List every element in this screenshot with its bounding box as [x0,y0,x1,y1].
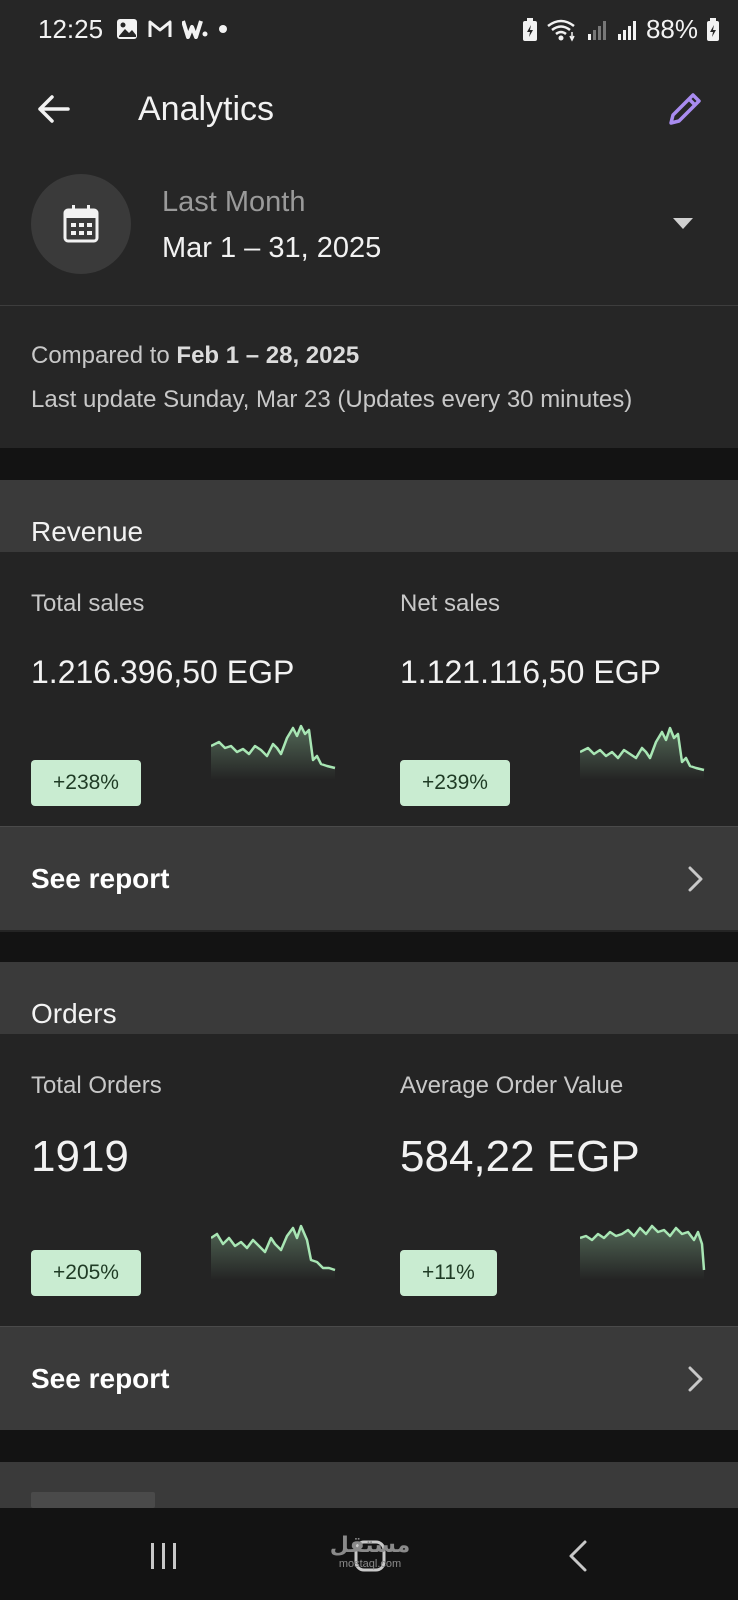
gmail-icon [148,20,172,37]
change-badge: +11% [400,1250,497,1296]
metric-value: 1.121.116,50 EGP [400,654,661,690]
back-button[interactable] [30,86,76,132]
total-sales-metric: Total sales 1.216.396,50 EGP +238% [31,590,371,806]
change-badge: +205% [31,1250,141,1296]
metric-value: 1.216.396,50 EGP [31,654,295,690]
metric-label: Average Order Value [400,1072,624,1099]
pencil-icon [669,93,701,125]
compared-to-text: Compared to Feb 1 – 28, 2025 [31,342,359,370]
watermark-url: mostaql.com [338,1558,402,1570]
page-title: Analytics [138,90,275,128]
signal-icon [587,20,606,40]
arrow-left-icon [38,95,70,123]
recents-icon [151,1543,176,1569]
see-report-label: See report [31,863,170,894]
w-app-icon [182,20,208,39]
dropdown-button[interactable] [668,214,698,234]
next-card-partial [0,1462,738,1508]
calendar-icon-container [31,174,131,274]
watermark-logo: مستقل mostaql.com [320,1532,420,1570]
status-system-icons: 88% [522,14,720,45]
nav-back-button[interactable] [548,1536,608,1576]
date-range-label: Last Month [162,186,306,218]
home-icon [354,1540,386,1572]
status-notification-icons [116,18,228,40]
app-bar: Analytics [0,60,738,158]
battery-icon [707,17,719,41]
revenue-card-header: Revenue [0,480,738,552]
metric-value: 584,22 EGP [400,1132,640,1181]
loading-placeholder [31,1492,155,1508]
orders-card-header: Orders [0,962,738,1034]
metric-label: Total sales [31,590,145,617]
home-button[interactable] [340,1536,400,1576]
chevron-right-icon [684,1365,708,1393]
orders-see-report-button[interactable]: See report [0,1326,738,1430]
total-orders-metric: Total Orders 1919 +205% [31,1072,371,1296]
metric-label: Total Orders [31,1072,162,1099]
metric-label: Net sales [400,590,501,617]
see-report-label: See report [31,1363,170,1394]
average-order-value-metric: Average Order Value 584,22 EGP +11% [400,1072,738,1296]
calendar-icon [63,205,99,243]
status-bar: 12:25 88% [0,0,738,60]
dot-icon [219,25,227,33]
compared-to-prefix: Compared to [31,342,177,369]
total-sales-sparkline [211,724,336,780]
aov-sparkline [580,1224,706,1280]
back-chevron-icon [569,1540,587,1572]
comparison-info: Compared to Feb 1 – 28, 2025 Last update… [0,306,738,448]
chevron-right-icon [684,865,708,893]
compared-to-range: Feb 1 – 28, 2025 [176,342,360,369]
revenue-see-report-button[interactable]: See report [0,826,738,930]
orders-card-title: Orders [31,998,117,1029]
watermark-text: مستقل [329,1532,411,1557]
net-sales-sparkline [580,726,705,780]
signal-icon [617,20,636,40]
battery-percent: 88% [645,14,698,44]
last-update-text: Last update Sunday, Mar 23 (Updates ever… [31,386,633,413]
edit-button[interactable] [662,86,708,132]
recents-button[interactable] [134,1536,194,1576]
change-badge: +238% [31,760,141,806]
date-range-selector[interactable]: Last Month Mar 1 – 31, 2025 [0,158,738,306]
gallery-icon [117,19,137,39]
caret-down-icon [673,218,693,229]
date-range-value: Mar 1 – 31, 2025 [162,232,382,264]
wifi-icon [547,19,575,42]
change-badge: +239% [400,760,510,806]
total-orders-sparkline [211,1224,336,1280]
revenue-card-title: Revenue [31,516,144,547]
net-sales-metric: Net sales 1.121.116,50 EGP +239% [400,590,738,806]
revenue-card: Revenue Total sales 1.216.396,50 EGP +23… [0,480,738,932]
status-time: 12:25 [38,14,104,44]
battery-saver-icon [522,17,537,41]
orders-card: Orders Total Orders 1919 +205% Average O… [0,962,738,1430]
metric-value: 1919 [31,1132,129,1181]
system-nav-bar: مستقل mostaql.com [0,1508,738,1600]
